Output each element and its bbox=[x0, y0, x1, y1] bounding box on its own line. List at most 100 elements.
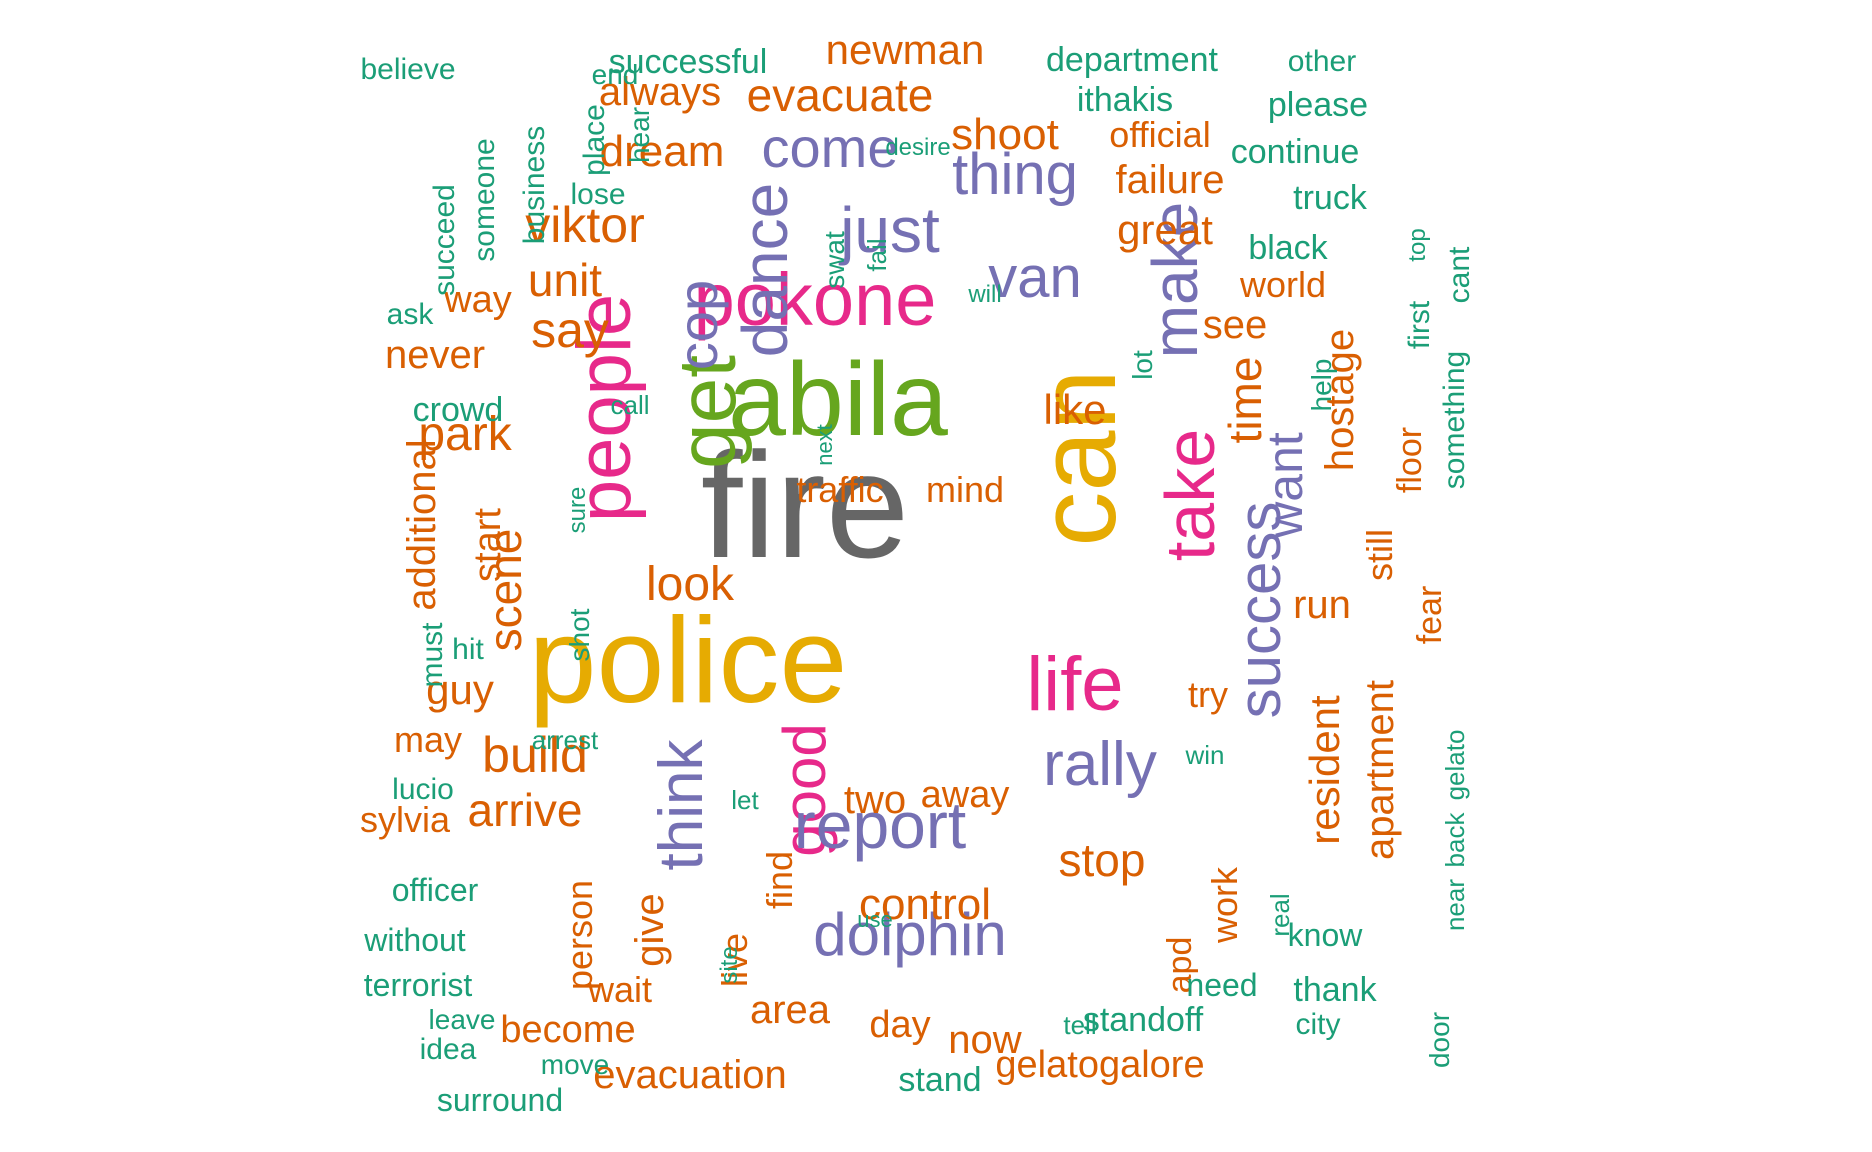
word-great: great bbox=[1117, 206, 1213, 253]
word-city: city bbox=[1295, 1008, 1341, 1041]
word-like: like bbox=[1043, 386, 1107, 433]
word-mind: mind bbox=[925, 469, 1005, 510]
word-terrorist: terrorist bbox=[363, 967, 473, 1003]
word-business: business bbox=[518, 125, 551, 245]
word-area: area bbox=[749, 988, 831, 1032]
word-someone: someone bbox=[468, 138, 501, 262]
word-without: without bbox=[364, 922, 466, 958]
word-hit: hit bbox=[452, 633, 484, 666]
word-cant: cant bbox=[1443, 246, 1476, 304]
word-please: please bbox=[1267, 86, 1369, 124]
word-police: police bbox=[528, 592, 848, 728]
word-lose: lose bbox=[570, 178, 626, 211]
word-door: door bbox=[1424, 1011, 1455, 1069]
word-other: other bbox=[1287, 45, 1357, 78]
word-tell: tell bbox=[1063, 1010, 1097, 1040]
word-still: still bbox=[1359, 529, 1400, 581]
word-look: look bbox=[645, 558, 735, 611]
word-abila: abila bbox=[728, 342, 948, 458]
word-believe: believe bbox=[360, 53, 456, 86]
word-guy: guy bbox=[426, 666, 494, 713]
word-hear: hear bbox=[624, 106, 655, 164]
word-control: control bbox=[858, 880, 992, 929]
word-thing: thing bbox=[952, 142, 1078, 207]
word-failure: failure bbox=[1115, 158, 1225, 202]
word-lucio: lucio bbox=[392, 773, 454, 806]
word-idea: idea bbox=[419, 1033, 477, 1066]
word-stop: stop bbox=[1058, 834, 1146, 886]
word-evacuate: evacuate bbox=[746, 69, 934, 121]
word-fail: fail bbox=[862, 238, 892, 272]
word-always: always bbox=[598, 70, 722, 114]
word-never: never bbox=[384, 333, 486, 377]
word-crowd: crowd bbox=[412, 391, 504, 429]
word-report: report bbox=[793, 788, 967, 862]
word-know: know bbox=[1287, 917, 1363, 953]
word-day: day bbox=[869, 1004, 931, 1046]
word-next: next bbox=[812, 424, 837, 466]
word-want: want bbox=[1257, 432, 1313, 538]
word-official: official bbox=[1109, 114, 1211, 155]
word-may: may bbox=[393, 719, 463, 760]
word-call: call bbox=[610, 390, 650, 420]
word-first: first bbox=[1403, 300, 1436, 350]
word-back: back bbox=[1440, 812, 1470, 868]
word-succeed: succeed bbox=[428, 184, 461, 296]
word-viktor: viktor bbox=[525, 197, 645, 253]
word-pokone: pokone bbox=[693, 258, 937, 341]
word-leave: leave bbox=[428, 1004, 496, 1035]
word-standoff: standoff bbox=[1082, 1001, 1204, 1039]
word-work: work bbox=[1204, 866, 1245, 944]
word-win: win bbox=[1185, 740, 1225, 770]
word-use: use bbox=[857, 907, 893, 932]
word-away: away bbox=[920, 774, 1010, 816]
word-say: say bbox=[531, 302, 609, 358]
word-dance: dance bbox=[729, 182, 801, 358]
word-sure: sure bbox=[564, 486, 591, 534]
word-traffic: traffic bbox=[796, 469, 884, 510]
word-park: park bbox=[418, 408, 512, 461]
word-find: find bbox=[759, 850, 800, 910]
word-try: try bbox=[1188, 674, 1228, 715]
word-must: must bbox=[416, 622, 449, 688]
word-something: something bbox=[1438, 350, 1471, 490]
word-unit: unit bbox=[527, 254, 603, 306]
word-arrest: arrest bbox=[531, 725, 599, 755]
word-gelato: gelato bbox=[1440, 729, 1470, 801]
word-place: place bbox=[578, 104, 611, 176]
word-fear: fear bbox=[1411, 585, 1449, 645]
word-ask: ask bbox=[386, 298, 434, 331]
word-dolphin: dolphin bbox=[813, 901, 1007, 968]
word-stand: stand bbox=[898, 1061, 982, 1099]
word-officer: officer bbox=[391, 872, 479, 908]
word-ithakis: ithakis bbox=[1076, 81, 1174, 119]
word-come: come bbox=[761, 116, 899, 179]
word-need: need bbox=[1186, 967, 1258, 1003]
word-time: time bbox=[1219, 356, 1271, 444]
word-resident: resident bbox=[1301, 695, 1348, 845]
word-near: near bbox=[1440, 878, 1470, 932]
word-sylvia: sylvia bbox=[359, 799, 451, 840]
word-real: real bbox=[1265, 893, 1295, 937]
word-cop: cop bbox=[666, 279, 729, 371]
word-two: two bbox=[843, 778, 907, 822]
word-swat: swat bbox=[819, 231, 850, 289]
word-life: life bbox=[1026, 642, 1124, 727]
word-rally: rally bbox=[1043, 730, 1157, 799]
word-run: run bbox=[1293, 583, 1351, 627]
word-apartment: apartment bbox=[1358, 679, 1402, 861]
word-shoot: shoot bbox=[951, 110, 1059, 159]
word-world: world bbox=[1239, 264, 1327, 305]
word-evacuation: evacuation bbox=[593, 1053, 787, 1097]
word-end: end bbox=[591, 59, 639, 90]
word-truck: truck bbox=[1293, 179, 1367, 217]
word-dream: dream bbox=[599, 127, 725, 176]
word-site: site bbox=[716, 946, 743, 984]
word-way: way bbox=[444, 279, 512, 321]
word-thank: thank bbox=[1293, 971, 1377, 1009]
word-arrive: arrive bbox=[467, 784, 583, 836]
word-fire: fire bbox=[700, 421, 910, 589]
word-gelatogalore: gelatogalore bbox=[995, 1044, 1205, 1086]
word-get: get bbox=[662, 355, 753, 469]
